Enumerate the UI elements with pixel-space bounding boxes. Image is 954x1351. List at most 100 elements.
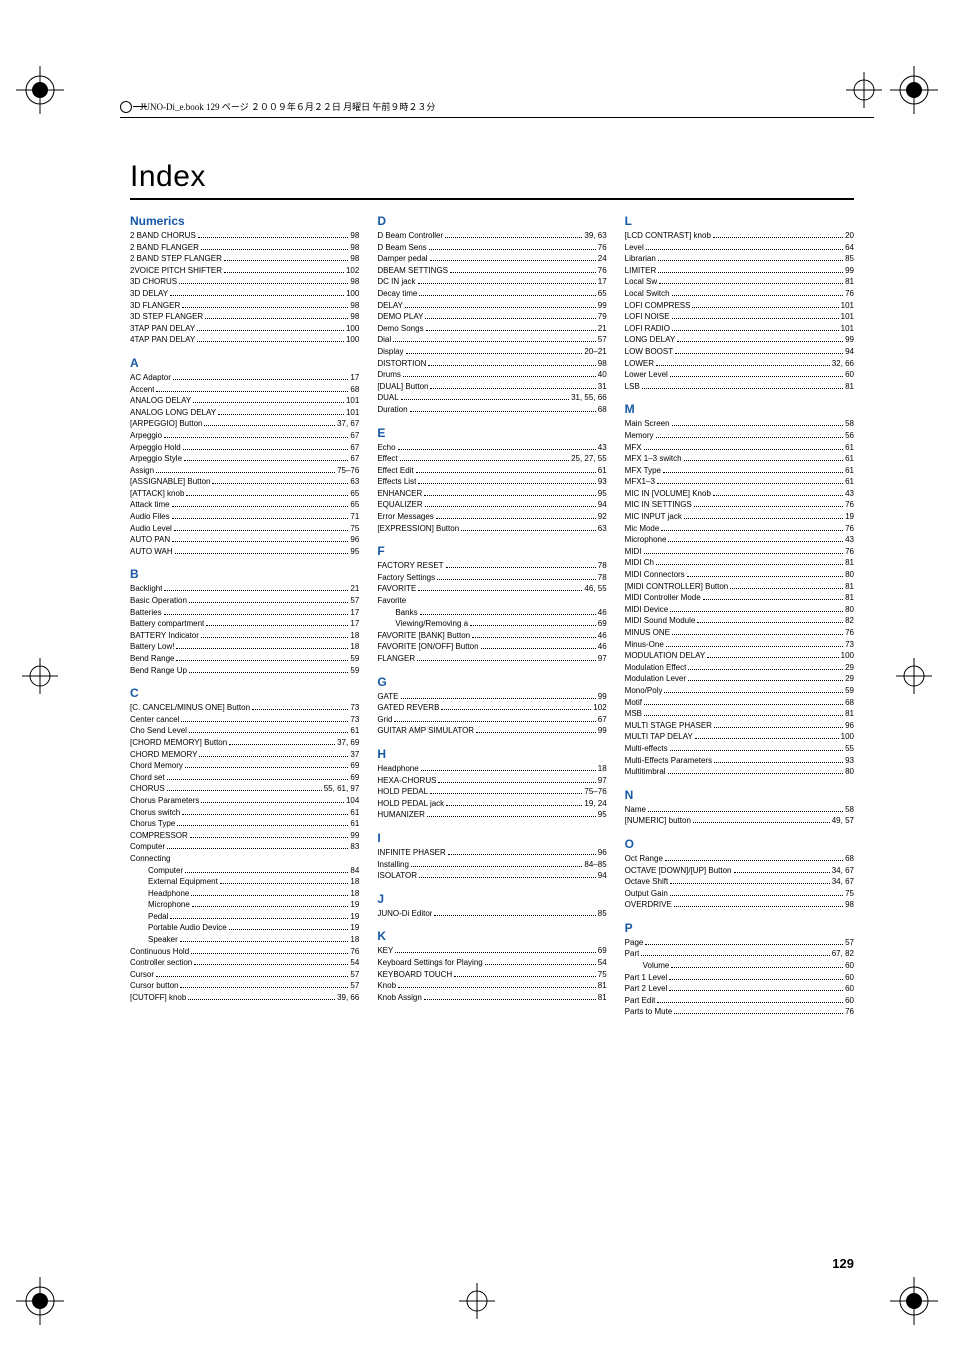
index-entry-page: 21: [598, 323, 607, 335]
index-entry-label: LOW BOOST: [625, 346, 673, 358]
leader-dots: [201, 248, 349, 250]
index-entry-label: Battery compartment: [130, 618, 204, 630]
index-entry-label: Level: [625, 242, 644, 254]
index-entry-page: 67: [350, 442, 359, 454]
index-entry-label: INFINITE PHASER: [377, 847, 445, 859]
index-entry: Chord set69: [130, 772, 359, 784]
index-entry-page: 63: [598, 523, 607, 535]
index-entry: AUTO WAH95: [130, 546, 359, 558]
index-entry: Continuous Hold76: [130, 946, 359, 958]
index-entry-page: 78: [598, 572, 607, 584]
index-entry: Effect25, 27, 55: [377, 453, 606, 465]
index-entry: MODULATION DELAY100: [625, 650, 854, 662]
index-entry-label: Memory: [625, 430, 654, 442]
index-entry: Computer83: [130, 841, 359, 853]
index-entry: DELAY99: [377, 300, 606, 312]
index-entry-label: ANALOG LONG DELAY: [130, 407, 216, 419]
index-entry-page: 98: [350, 276, 359, 288]
leader-dots: [450, 271, 596, 273]
index-entry: Cho Send Level61: [130, 725, 359, 737]
index-entry-label: Batteries: [130, 607, 162, 619]
leader-dots: [688, 679, 843, 681]
index-entry-label: [NUMERIC] button: [625, 815, 691, 827]
index-entry-page: 19: [350, 922, 359, 934]
index-entry-page: 68: [598, 404, 607, 416]
index-entry-label: Headphone: [130, 888, 189, 900]
index-entry: MSB81: [625, 708, 854, 720]
index-entry: LOWER32, 66: [625, 358, 854, 370]
leader-dots: [191, 894, 348, 896]
index-entry-label: LIMITER: [625, 265, 657, 277]
index-entry: Accent68: [130, 384, 359, 396]
index-entry: MIDI Device80: [625, 604, 854, 616]
leader-dots: [191, 952, 348, 954]
index-entry: HOLD PEDAL75–76: [377, 786, 606, 798]
index-entry-page: 65: [350, 499, 359, 511]
index-entry-page: 67: [350, 453, 359, 465]
index-entry-label: Speaker: [130, 934, 178, 946]
index-entry-page: 100: [841, 731, 854, 743]
index-entry-page: 56: [845, 430, 854, 442]
index-entry: Controller section54: [130, 957, 359, 969]
index-entry-page: 18: [350, 934, 359, 946]
index-section-entries: [LCD CONTRAST] knob20Level64Librarian85L…: [625, 230, 854, 392]
index-entry: Speaker 18: [130, 934, 359, 946]
leader-dots: [672, 317, 839, 319]
index-entry: Backlight21: [130, 583, 359, 595]
index-entry: MIC INPUT jack19: [625, 511, 854, 523]
index-entry-label: Arpeggio: [130, 430, 162, 442]
leader-dots: [395, 951, 595, 953]
leader-dots: [156, 390, 348, 392]
index-entry: Bend Range59: [130, 653, 359, 665]
index-entry-label: DELAY: [377, 300, 403, 312]
index-section-entries: Page57Part67, 82Volume60Part 1 Level60Pa…: [625, 937, 854, 1018]
leader-dots: [485, 963, 596, 965]
leader-dots: [401, 398, 569, 400]
index-entry: Parts to Mute76: [625, 1006, 854, 1018]
index-entry-page: 17: [350, 607, 359, 619]
index-entry-page: 32, 66: [832, 358, 854, 370]
leader-dots: [670, 375, 843, 377]
index-section-head: Numerics: [130, 214, 359, 228]
index-entry-page: 19: [350, 911, 359, 923]
leader-dots: [697, 621, 843, 623]
leader-dots: [167, 789, 322, 791]
register-mark-ml: [10, 646, 70, 706]
index-entry-label: DC IN jack: [377, 276, 415, 288]
index-entry-label: [LCD CONTRAST] knob: [625, 230, 711, 242]
index-entry: Chord Memory69: [130, 760, 359, 772]
binder-ring-icon: [120, 101, 132, 113]
index-entry-label: 3TAP PAN DELAY: [130, 323, 195, 335]
index-entry-label: Damper pedal: [377, 253, 427, 265]
index-entry-page: 61: [350, 807, 359, 819]
index-entry-page: 17: [598, 276, 607, 288]
index-entry: [C. CANCEL/MINUS ONE] Button73: [130, 702, 359, 714]
leader-dots: [425, 317, 595, 319]
leader-dots: [164, 589, 348, 591]
index-section-entries: Name58[NUMERIC] button49, 57: [625, 804, 854, 827]
index-entry: EQUALIZER94: [377, 499, 606, 511]
index-entry-page: 54: [350, 957, 359, 969]
index-entry-label: Modulation Effect: [625, 662, 687, 674]
leader-dots: [174, 529, 349, 531]
index-entry-page: 61: [350, 725, 359, 737]
index-entry-label: EQUALIZER: [377, 499, 422, 511]
index-entry-label: 3D CHORUS: [130, 276, 177, 288]
index-entry-page: 76: [845, 1006, 854, 1018]
index-entry: ANALOG LONG DELAY101: [130, 407, 359, 419]
index-entry: Effect Edit61: [377, 465, 606, 477]
index-entry-page: 98: [350, 311, 359, 323]
index-entry: External Equipment18: [130, 876, 359, 888]
leader-dots: [189, 601, 349, 603]
index-section-entries: Oct Range68OCTAVE [DOWN]/[UP] Button34, …: [625, 853, 854, 911]
index-entry: Multi-Effects Parameters93: [625, 755, 854, 767]
index-entry-label: Lower Level: [625, 369, 668, 381]
index-entry-label: D Beam Sens: [377, 242, 426, 254]
index-entry-page: 25, 27, 55: [571, 453, 607, 465]
index-entry-label: Audio Files: [130, 511, 170, 523]
index-entry-label: 2 BAND CHORUS: [130, 230, 196, 242]
leader-dots: [198, 236, 349, 238]
leader-dots: [167, 778, 349, 780]
index-entry: Arpeggio Style67: [130, 453, 359, 465]
index-section-head: D: [377, 214, 606, 228]
